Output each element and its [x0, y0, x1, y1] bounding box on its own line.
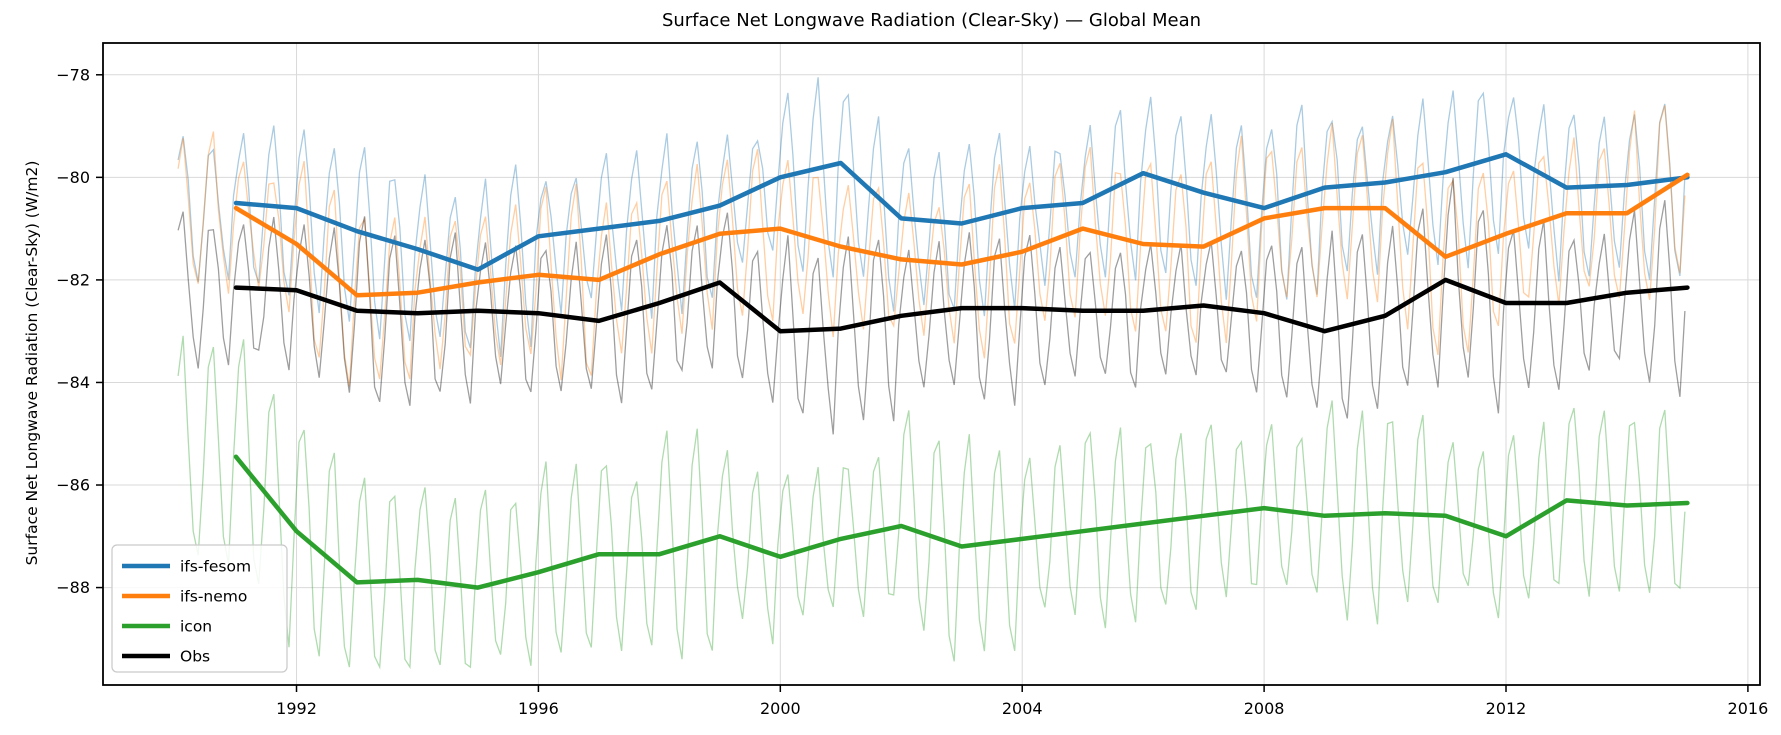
annual-line-Obs — [233, 277, 1690, 334]
chart-title: Surface Net Longwave Radiation (Clear-Sk… — [661, 10, 1202, 31]
y-tick-label: −88 — [56, 578, 90, 597]
annual-line-ifs-fesom — [233, 152, 1690, 272]
y-tick-label: −86 — [56, 476, 90, 495]
y-tick-label: −78 — [56, 65, 90, 84]
annual-line-ifs-nemo — [233, 172, 1690, 298]
x-tick-label: 2012 — [1486, 699, 1527, 718]
monthly-line-ifs-fesom — [177, 77, 1686, 357]
legend-box — [111, 544, 288, 673]
y-tick-label: −80 — [56, 168, 90, 187]
legend-label-ifs-fesom: ifs-fesom — [180, 558, 251, 576]
axes-spines — [102, 42, 1761, 686]
x-tick-label: 2016 — [1728, 699, 1769, 718]
x-tick-label: 1996 — [518, 699, 559, 718]
y-tick-label: −82 — [56, 270, 90, 289]
x-tick-label: 1992 — [276, 699, 317, 718]
monthly-line-ifs-nemo — [177, 105, 1686, 387]
monthly-line-Obs — [177, 177, 1686, 435]
annual-line-icon — [233, 454, 1690, 590]
legend-label-Obs: Obs — [180, 648, 210, 666]
x-tick-label: 2008 — [1244, 699, 1285, 718]
monthly-line-icon — [177, 335, 1686, 670]
x-tick-label: 2004 — [1002, 699, 1043, 718]
x-tick-label: 2000 — [760, 699, 801, 718]
legend-label-ifs-nemo: ifs-nemo — [180, 588, 247, 606]
legend-label-icon: icon — [180, 618, 212, 636]
y-tick-label: −84 — [56, 373, 90, 392]
